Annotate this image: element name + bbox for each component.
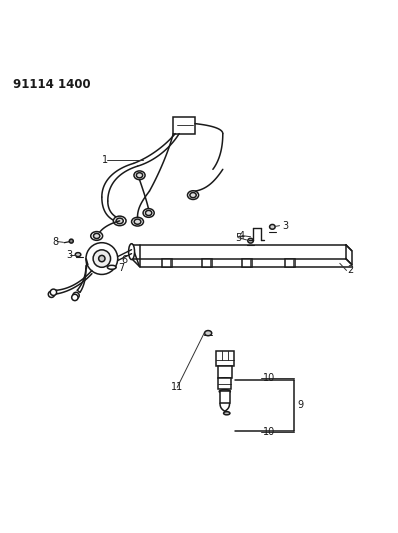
Text: 10: 10 [262,427,275,437]
Ellipse shape [107,265,116,269]
Bar [218,366,232,377]
Circle shape [99,255,105,262]
Ellipse shape [248,238,254,243]
Circle shape [93,250,111,267]
Bar [219,377,231,390]
Ellipse shape [190,192,196,198]
Text: 5: 5 [235,232,241,243]
Bar [242,259,252,267]
Ellipse shape [91,232,103,240]
Ellipse shape [113,216,126,225]
Bar [220,391,230,403]
Ellipse shape [75,253,81,256]
Ellipse shape [205,330,212,336]
Ellipse shape [187,191,199,199]
Ellipse shape [134,219,141,224]
Text: 10: 10 [262,373,275,383]
Ellipse shape [145,211,152,215]
Ellipse shape [224,411,230,415]
Bar [202,259,212,267]
Text: 2: 2 [348,265,354,276]
Ellipse shape [134,171,145,180]
Circle shape [86,243,118,274]
Circle shape [69,239,73,243]
Text: 91114 1400: 91114 1400 [13,78,90,91]
Circle shape [73,292,79,298]
Ellipse shape [143,208,154,217]
Circle shape [50,289,57,295]
Ellipse shape [269,224,275,229]
Ellipse shape [132,217,143,226]
Ellipse shape [137,173,142,178]
Ellipse shape [219,390,230,393]
Text: 4: 4 [239,231,245,240]
Circle shape [48,291,55,297]
Text: 6: 6 [122,255,128,265]
Text: 1: 1 [102,155,108,165]
Text: 8: 8 [52,237,59,247]
Text: 7: 7 [118,263,124,273]
Bar [216,351,234,366]
Bar [162,259,172,267]
Ellipse shape [94,233,100,239]
Text: 11: 11 [171,383,183,392]
Ellipse shape [219,378,230,381]
Circle shape [72,294,78,301]
Text: 3: 3 [282,221,289,231]
Ellipse shape [116,218,123,224]
Bar [285,259,295,267]
Bar [173,117,195,134]
Text: 3: 3 [66,249,72,260]
Ellipse shape [129,244,135,260]
Text: 9: 9 [297,400,304,410]
